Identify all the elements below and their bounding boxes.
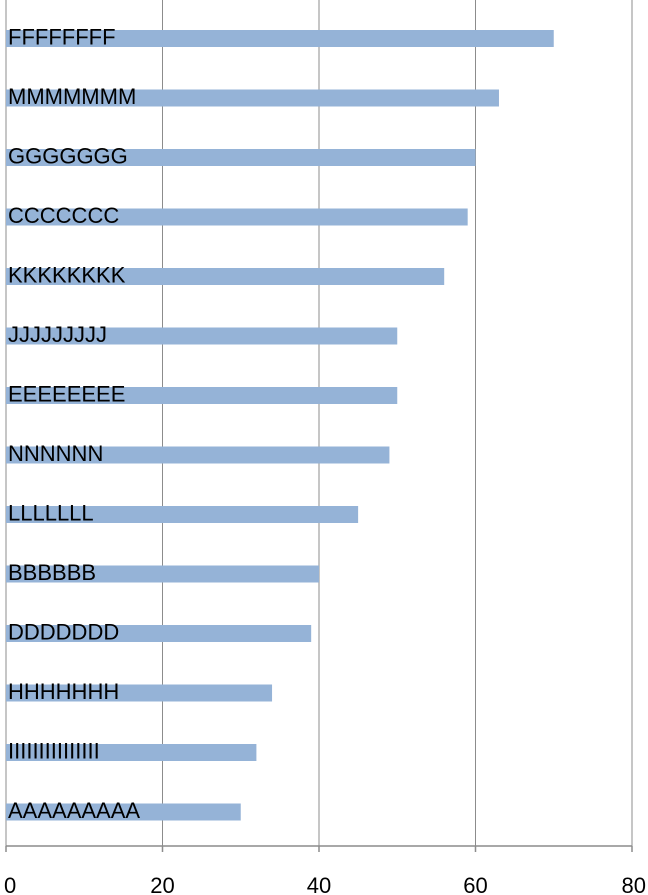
category-label-HHHHHHH: HHHHHHH — [8, 679, 119, 704]
gridlines — [6, 0, 632, 846]
tick-label-80: 80 — [622, 873, 646, 895]
category-label-CCCCCCC: CCCCCCC — [8, 203, 119, 228]
category-label-KKKKKKKK: KKKKKKKK — [8, 263, 126, 288]
tick-label-20: 20 — [150, 873, 174, 895]
tick-label-40: 40 — [307, 873, 331, 895]
category-label-AAAAAAAAA: AAAAAAAAA — [8, 798, 140, 823]
category-label-GGGGGGG: GGGGGGG — [8, 144, 128, 169]
tick-label-0: 0 — [4, 873, 16, 895]
tick-label-60: 60 — [463, 873, 487, 895]
category-label-BBBBBB: BBBBBB — [8, 560, 96, 585]
category-labels: FFFFFFFF MMMMMMM GGGGGGG CCCCCCC KKKKKKKK JJJ… — [8, 25, 140, 824]
category-label-MMMMMMM: MMMMMMM — [8, 84, 136, 109]
x-axis: 0 20 40 60 80 — [4, 846, 646, 895]
category-label-JJJJJJJJJ: JJJJJJJJJ — [8, 322, 107, 347]
category-label-IIIIIIIIIIIIIII: IIIIIIIIIIIIIII — [8, 739, 100, 764]
category-label-EEEEEEEE: EEEEEEEE — [8, 382, 125, 407]
category-label-FFFFFFFF: FFFFFFFF — [8, 25, 116, 50]
category-label-NNNNNN: NNNNNN — [8, 441, 103, 466]
category-label-DDDDDDD: DDDDDDD — [8, 620, 119, 645]
category-label-LLLLLLL: LLLLLLL — [8, 501, 94, 526]
